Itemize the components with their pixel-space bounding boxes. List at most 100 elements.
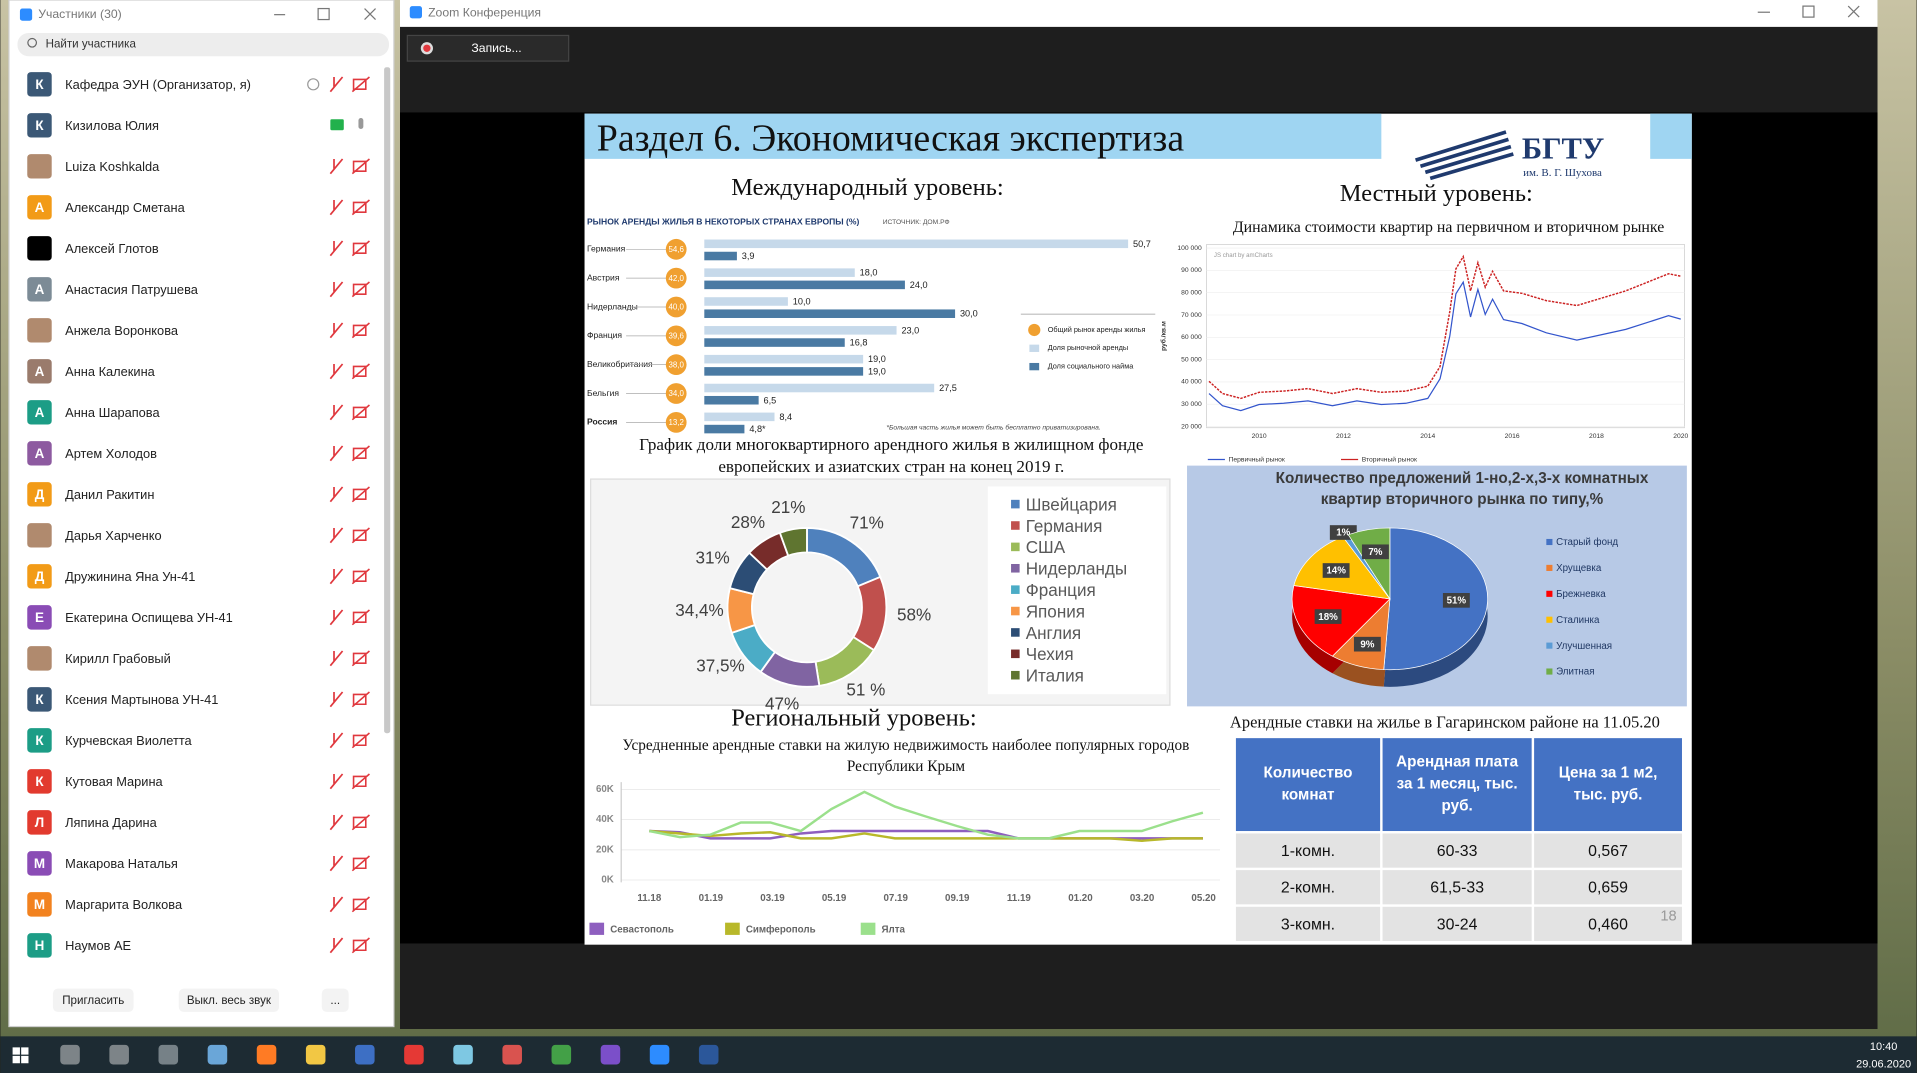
city-line — [649, 790, 1204, 840]
donut-label: 47% — [765, 694, 799, 713]
search-icon — [27, 37, 38, 48]
participant-name: Кафедра ЭУН (Организатор, я) — [65, 77, 251, 92]
taskbar-app[interactable] — [551, 1044, 572, 1065]
taskbar-app[interactable] — [698, 1044, 719, 1065]
video-muted — [351, 937, 370, 954]
legend-label: Хрущевка — [1556, 563, 1602, 574]
panel-title: Участники (30) — [38, 7, 122, 21]
legend-swatch — [1011, 585, 1020, 594]
taskbar-app[interactable] — [207, 1044, 228, 1065]
legend-label: Ялта — [882, 925, 906, 936]
maximize[interactable] — [1802, 5, 1815, 18]
panel-button-label: Выкл. весь звук — [187, 994, 272, 1007]
total-label: 38,0 — [668, 360, 684, 369]
taskbar-app[interactable] — [649, 1044, 670, 1065]
avatar-letter: М — [34, 856, 45, 871]
slide-banner — [584, 113, 1382, 159]
table-text: 60-33 — [1437, 843, 1478, 860]
avatar — [27, 359, 52, 384]
panel-button[interactable] — [52, 988, 134, 1012]
logo-mark — [1415, 130, 1514, 181]
start-button[interactable] — [12, 1047, 29, 1064]
maximize[interactable] — [317, 7, 330, 21]
legend-label: Симферополь — [746, 925, 816, 936]
legend-swatch — [1011, 670, 1020, 680]
social-label: 3,9 — [742, 251, 755, 261]
clock-time: 10:40 — [1870, 1041, 1898, 1053]
avatar — [27, 769, 52, 794]
participant-name: Ксения Мартынова УН-41 — [65, 692, 218, 707]
x-tick-label: 03.19 — [760, 893, 785, 904]
legend-swatch — [1546, 668, 1553, 675]
x-tick-label: 11.19 — [1007, 893, 1031, 904]
avatar-letter: К — [35, 692, 44, 707]
taskbar-app[interactable] — [158, 1044, 179, 1065]
search-box[interactable] — [17, 32, 390, 57]
legend-label: Брежневка — [1556, 589, 1606, 600]
taskbar-app[interactable] — [109, 1044, 129, 1065]
y-tick-label: 80 000 — [1181, 289, 1202, 296]
video-muted — [351, 650, 370, 667]
mic-muted — [329, 855, 344, 872]
donut-label: 21% — [771, 498, 805, 517]
mic-muted — [329, 486, 344, 503]
mic-muted — [329, 445, 344, 462]
country-label: Бельгия — [587, 388, 619, 398]
legend-label: Старый фонд — [1556, 537, 1618, 548]
taskbar-app[interactable] — [256, 1044, 277, 1065]
participant-name: Артем Холодов — [65, 446, 157, 461]
table-text: 0,567 — [1588, 843, 1628, 860]
video-muted — [351, 486, 370, 503]
legend-label: Нидерланды — [1026, 560, 1127, 579]
avatar-letter: Д — [35, 487, 45, 502]
table-cell — [1382, 870, 1532, 905]
social-bar — [704, 251, 737, 261]
legend-label: США — [1026, 538, 1066, 557]
mic-icon — [358, 117, 364, 129]
close[interactable] — [364, 8, 376, 20]
taskbar-app[interactable] — [600, 1044, 621, 1065]
legend-swatch — [1029, 344, 1040, 352]
video-muted — [351, 691, 370, 708]
pie-label-box — [1322, 563, 1350, 578]
legend-swatch — [1028, 323, 1041, 337]
avatar — [27, 72, 52, 97]
participant-name: Данил Ракитин — [65, 487, 154, 502]
social-bar — [704, 395, 759, 405]
market-bar — [704, 297, 788, 306]
record-button[interactable] — [406, 34, 570, 62]
logo-subtitle: им. В. Г. Шухова — [1523, 167, 1602, 179]
section-heading: Региональный уровень: — [731, 704, 977, 731]
total-bubble — [665, 267, 687, 289]
taskbar-app[interactable] — [404, 1044, 424, 1065]
avatar — [27, 933, 52, 958]
taskbar-app[interactable] — [60, 1044, 80, 1065]
close[interactable] — [1847, 5, 1860, 18]
taskbar-app[interactable] — [453, 1044, 473, 1065]
avatar — [27, 236, 52, 261]
video-muted — [351, 158, 370, 175]
x-tick-label: 09.19 — [945, 893, 970, 904]
market-label: 23,0 — [901, 325, 919, 335]
participant-name: Курчевская Виолетта — [65, 733, 192, 748]
taskbar-app[interactable] — [305, 1044, 326, 1065]
social-bar — [704, 280, 905, 290]
participant-name: Анна Шарапова — [65, 405, 160, 420]
table-cell — [1382, 833, 1532, 868]
panel-button[interactable] — [321, 988, 349, 1012]
scrollbar[interactable] — [384, 67, 391, 734]
avatar-letter: А — [35, 282, 45, 297]
country-label: Россия — [587, 417, 617, 427]
market-label: 18,0 — [860, 268, 878, 278]
avatar-letter: Н — [35, 938, 45, 953]
taskbar-app[interactable] — [502, 1044, 522, 1065]
caption: европейских и азиатских стран на конец 2… — [718, 457, 1064, 476]
video-muted — [351, 404, 370, 421]
donut-label: 37,5% — [696, 657, 744, 676]
mic-muted — [329, 158, 344, 175]
mic-muted — [329, 650, 344, 667]
panel-button[interactable] — [178, 988, 280, 1012]
taskbar-app[interactable] — [355, 1044, 375, 1065]
country-label: Нидерланды — [587, 301, 638, 311]
